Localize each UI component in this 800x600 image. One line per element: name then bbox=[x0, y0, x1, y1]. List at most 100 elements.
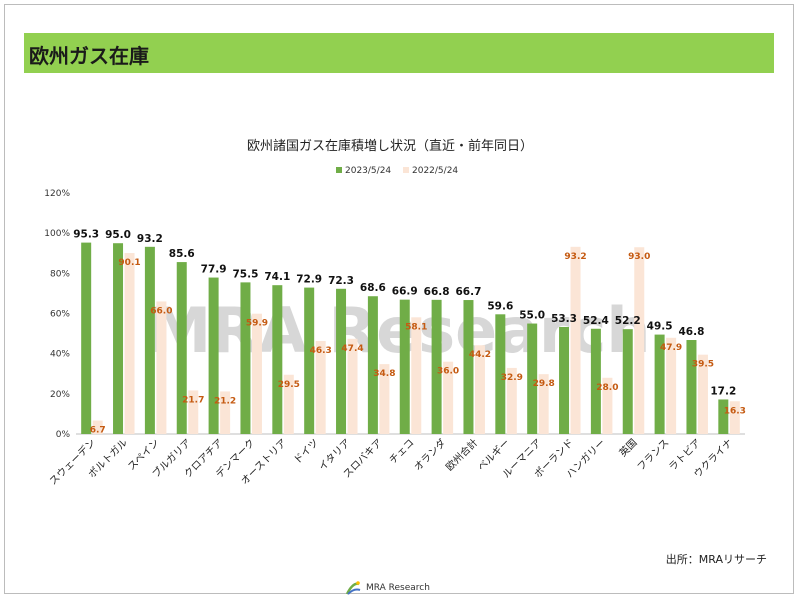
bar-2022 bbox=[443, 361, 454, 434]
data-label-2022: 21.2 bbox=[214, 396, 236, 406]
data-label-2023: 74.1 bbox=[264, 271, 290, 283]
y-tick-label: 100% bbox=[44, 229, 70, 239]
x-category-label: フランス bbox=[635, 437, 672, 474]
bar-2023 bbox=[240, 282, 251, 434]
data-label-2023: 46.8 bbox=[679, 326, 705, 338]
bar-2022 bbox=[666, 337, 677, 434]
bar-2022 bbox=[697, 354, 708, 434]
bar-2023 bbox=[431, 299, 442, 434]
bar-2023 bbox=[304, 287, 315, 434]
data-label-2022: 58.1 bbox=[405, 322, 427, 332]
bar-2023 bbox=[527, 323, 538, 434]
data-label-2023: 52.4 bbox=[583, 315, 609, 327]
bar-2022 bbox=[156, 301, 167, 434]
bar-2023 bbox=[367, 296, 378, 434]
legend-label-2: 2022/5/24 bbox=[412, 166, 458, 176]
bar-2023 bbox=[144, 246, 155, 434]
data-label-2022: 28.0 bbox=[596, 383, 618, 393]
bar-2022 bbox=[220, 391, 231, 434]
data-label-2023: 68.6 bbox=[360, 282, 386, 294]
data-label-2022: 29.5 bbox=[278, 380, 300, 390]
x-category-label: ドイツ bbox=[292, 437, 321, 466]
data-label-2022: 34.8 bbox=[373, 369, 395, 379]
data-label-2022: 59.9 bbox=[246, 319, 268, 329]
data-label-2023: 52.2 bbox=[615, 315, 641, 327]
data-label-2023: 66.9 bbox=[392, 286, 418, 298]
x-category-label: オランダ bbox=[411, 436, 448, 473]
x-category-label: 欧州合計 bbox=[443, 436, 480, 473]
data-label-2022: 47.4 bbox=[341, 344, 363, 354]
data-label-2022: 29.8 bbox=[533, 379, 555, 389]
bar-2022 bbox=[347, 338, 358, 434]
data-label-2023: 55.0 bbox=[519, 310, 545, 322]
bar-2023 bbox=[272, 285, 283, 434]
bar-2022 bbox=[634, 247, 645, 434]
data-label-2023: 17.2 bbox=[710, 385, 736, 397]
data-label-2023: 72.3 bbox=[328, 275, 354, 287]
bar-2022 bbox=[188, 390, 199, 434]
bar-2023 bbox=[463, 300, 474, 434]
data-label-2023: 66.8 bbox=[424, 286, 450, 298]
bar-2022 bbox=[283, 374, 294, 434]
data-label-2023: 77.9 bbox=[201, 264, 227, 276]
y-tick-label: 60% bbox=[50, 310, 70, 320]
bar-2023 bbox=[81, 242, 92, 434]
data-label-2023: 93.2 bbox=[137, 233, 163, 245]
x-category-label: 英国 bbox=[616, 436, 639, 459]
bar-2023 bbox=[654, 334, 665, 434]
y-tick-label: 0% bbox=[56, 430, 71, 440]
data-label-2022: 93.2 bbox=[564, 252, 586, 262]
data-label-2022: 44.2 bbox=[469, 350, 491, 360]
data-label-2023: 49.5 bbox=[647, 321, 673, 333]
slide-frame bbox=[4, 4, 794, 594]
data-label-2022: 21.7 bbox=[182, 395, 204, 405]
bar-2022 bbox=[602, 377, 613, 434]
logo-text: MRA Research bbox=[366, 583, 430, 593]
data-label-2022: 6.7 bbox=[90, 426, 106, 436]
legend-label-1: 2023/5/24 bbox=[345, 166, 391, 176]
bar-2022 bbox=[251, 313, 262, 434]
data-label-2023: 72.9 bbox=[296, 274, 322, 286]
bar-2022 bbox=[506, 367, 517, 434]
bar-2022 bbox=[124, 253, 135, 434]
x-category-label: スウェーデン bbox=[46, 436, 98, 488]
bar-2022 bbox=[411, 317, 422, 434]
bar-2023 bbox=[590, 328, 601, 434]
y-tick-label: 120% bbox=[44, 189, 70, 199]
data-label-2022: 39.5 bbox=[692, 360, 714, 370]
bar-2022 bbox=[379, 364, 390, 434]
data-label-2023: 95.3 bbox=[73, 229, 99, 241]
data-label-2022: 47.9 bbox=[660, 343, 682, 353]
data-label-2022: 90.1 bbox=[118, 258, 140, 268]
bar-2023 bbox=[622, 329, 633, 434]
bar-2022 bbox=[570, 246, 581, 434]
data-label-2023: 95.0 bbox=[105, 229, 131, 241]
y-tick-label: 80% bbox=[50, 269, 70, 279]
data-label-2023: 53.3 bbox=[551, 313, 577, 325]
bar-2022 bbox=[729, 401, 740, 434]
data-label-2022: 66.0 bbox=[150, 306, 172, 316]
x-category-label: チェコ bbox=[387, 437, 417, 467]
header-bar: 欧州ガス在庫 bbox=[24, 33, 774, 73]
y-tick-label: 40% bbox=[50, 350, 70, 360]
bar-2023 bbox=[718, 399, 729, 434]
bar-2023 bbox=[495, 314, 506, 434]
source-note: 出所：MRAリサーチ bbox=[665, 553, 767, 566]
header-title: 欧州ガス在庫 bbox=[29, 44, 149, 68]
bar-2023 bbox=[559, 326, 570, 434]
legend-swatch-2 bbox=[403, 167, 409, 173]
data-label-2022: 36.0 bbox=[437, 367, 459, 377]
bar-2022 bbox=[474, 345, 485, 434]
bar-2023 bbox=[176, 262, 187, 434]
data-label-2023: 85.6 bbox=[169, 248, 195, 260]
data-label-2022: 32.9 bbox=[501, 373, 523, 383]
bar-2023 bbox=[686, 340, 697, 434]
y-tick-label: 20% bbox=[50, 390, 70, 400]
data-label-2023: 75.5 bbox=[233, 268, 259, 280]
logo: MRA Research bbox=[344, 578, 430, 598]
bar-2023 bbox=[113, 243, 124, 434]
bar-2022 bbox=[538, 374, 549, 434]
data-label-2022: 16.3 bbox=[724, 406, 746, 416]
bar-2023 bbox=[399, 299, 410, 434]
